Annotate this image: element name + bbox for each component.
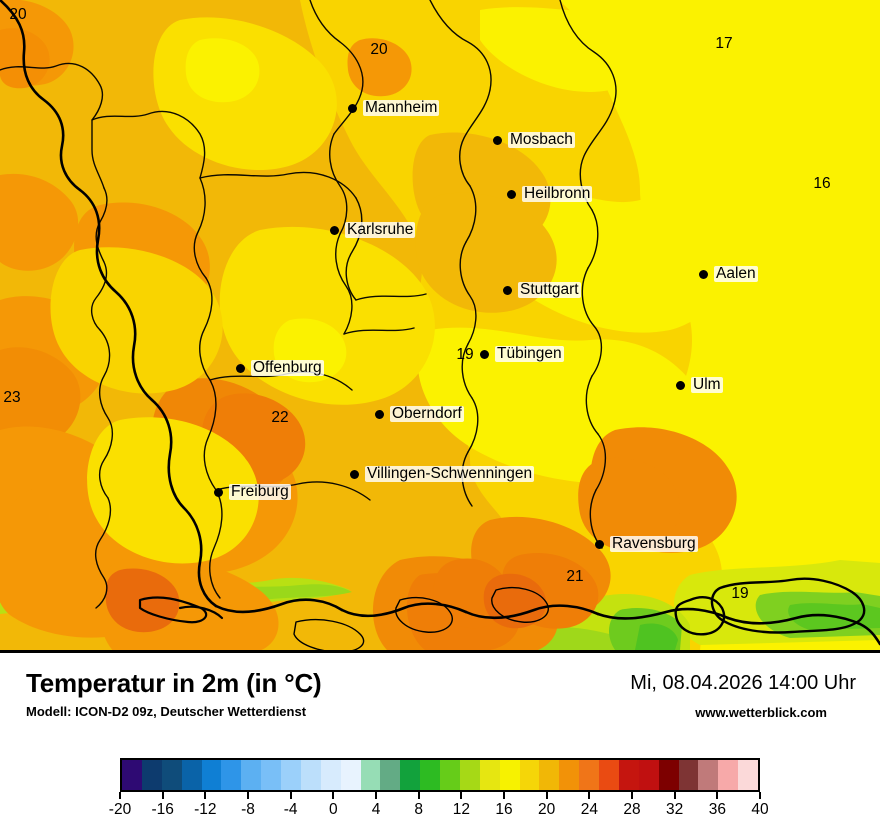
colorbar-swatch (161, 760, 182, 790)
page-title: Temperatur in 2m (in °C) (26, 668, 322, 698)
colorbar-swatch (420, 760, 440, 790)
meta-block: Mi, 08.04.2026 14:00 Uhr www.wetterblick… (630, 671, 856, 721)
colorbar-tick (289, 792, 292, 799)
colorbar-tick-label: 0 (329, 801, 338, 818)
model-subtitle: Modell: ICON-D2 09z, Deutscher Wetterdie… (26, 704, 307, 719)
colorbar-swatch (122, 760, 142, 790)
colorbar-swatch (141, 760, 162, 790)
colorbar-legend: -20 -16 -12 -8 -4 0 4 8 12 16 20 24 28 32 36 40 (109, 758, 769, 822)
colorbar-swatch (181, 760, 202, 790)
colorbar-tick (503, 792, 505, 799)
colorbar-tick (204, 792, 207, 799)
colorbar-swatch (400, 760, 421, 790)
colorbar-tick (673, 792, 676, 799)
colorbar-tick-label: 40 (751, 801, 769, 818)
weather-map: Mannheim Mosbach Heilbronn Karlsruhe Aalen St… (0, 0, 880, 653)
colorbar-tick (631, 792, 633, 799)
colorbar-swatch (539, 760, 560, 790)
colorbar-tick (460, 792, 463, 799)
colorbar-tick-label: 4 (371, 801, 381, 818)
source-url: www.wetterblick.com (695, 705, 827, 720)
colorbar-tick-label: 20 (538, 801, 556, 818)
colorbar-tick-label: -4 (283, 801, 298, 818)
temperature-raster (0, 0, 880, 650)
title-block: Temperatur in 2m (in °C) Modell: ICON-D2… (26, 668, 322, 720)
colorbar-tick (375, 792, 377, 799)
colorbar-swatch (320, 760, 341, 790)
colorbar-tick (417, 792, 420, 799)
colorbar-swatch (380, 760, 401, 790)
colorbar-ticks (119, 792, 761, 800)
colorbar-tick-label: -20 (108, 801, 132, 818)
colorbar-tick (119, 792, 121, 799)
colorbar-tick-label: 36 (708, 801, 726, 818)
colorbar-swatch (360, 760, 381, 790)
colorbar-swatch (658, 760, 679, 790)
colorbar-swatch (618, 760, 639, 790)
colorbar-tick (545, 792, 548, 799)
colorbar-tick-label: 24 (580, 801, 598, 818)
colorbar-tick-label: 16 (495, 801, 513, 818)
footer-text-block: Temperatur in 2m (in °C) Modell: ICON-D2… (0, 653, 880, 738)
valid-time: Mi, 08.04.2026 14:00 Uhr (630, 672, 856, 694)
colorbar-swatch (459, 760, 480, 790)
colorbar-tick-label: -12 (194, 801, 217, 818)
colorbar-tick-labels: -20 -16 -12 -8 -4 0 4 8 12 16 20 24 28 32 36 40 (109, 800, 769, 822)
colorbar-swatch (201, 760, 222, 790)
colorbar-swatch (261, 760, 281, 790)
colorbar-tick (332, 792, 335, 799)
colorbar-tick-label: -8 (241, 801, 255, 818)
colorbar-swatch (559, 760, 580, 790)
colorbar-tick-label: 12 (452, 801, 470, 818)
colorbar-swatch (599, 760, 619, 790)
colorbar-swatch (221, 760, 242, 790)
colorbar-tick-label: 32 (666, 801, 684, 818)
colorbar-swatch (281, 760, 301, 790)
colorbar-tick (247, 792, 249, 799)
colorbar-tick-label: 28 (623, 801, 641, 818)
legend-footer: Temperatur in 2m (in °C) Modell: ICON-D2… (0, 653, 880, 830)
colorbar-swatch (340, 760, 361, 790)
colorbar-swatch (519, 760, 540, 790)
colorbar-swatch (499, 760, 520, 790)
colorbar-tick-label: 8 (414, 801, 423, 818)
colorbar-swatch (241, 760, 262, 790)
colorbar-swatch (300, 760, 321, 790)
colorbar-tick (759, 792, 761, 799)
colorbar-swatches (120, 758, 760, 792)
colorbar-swatch (678, 760, 699, 790)
colorbar-tick (588, 792, 591, 799)
colorbar-swatch (579, 760, 599, 790)
temperature-field (0, 0, 880, 650)
colorbar-swatch (479, 760, 500, 790)
colorbar-swatch (698, 760, 719, 790)
colorbar-tick (716, 792, 719, 799)
colorbar-swatch (718, 760, 739, 790)
colorbar-tick-label: -16 (151, 801, 174, 818)
colorbar-swatch (638, 760, 659, 790)
colorbar-swatch (738, 760, 758, 790)
colorbar-swatch (440, 760, 460, 790)
colorbar-tick (161, 792, 164, 799)
